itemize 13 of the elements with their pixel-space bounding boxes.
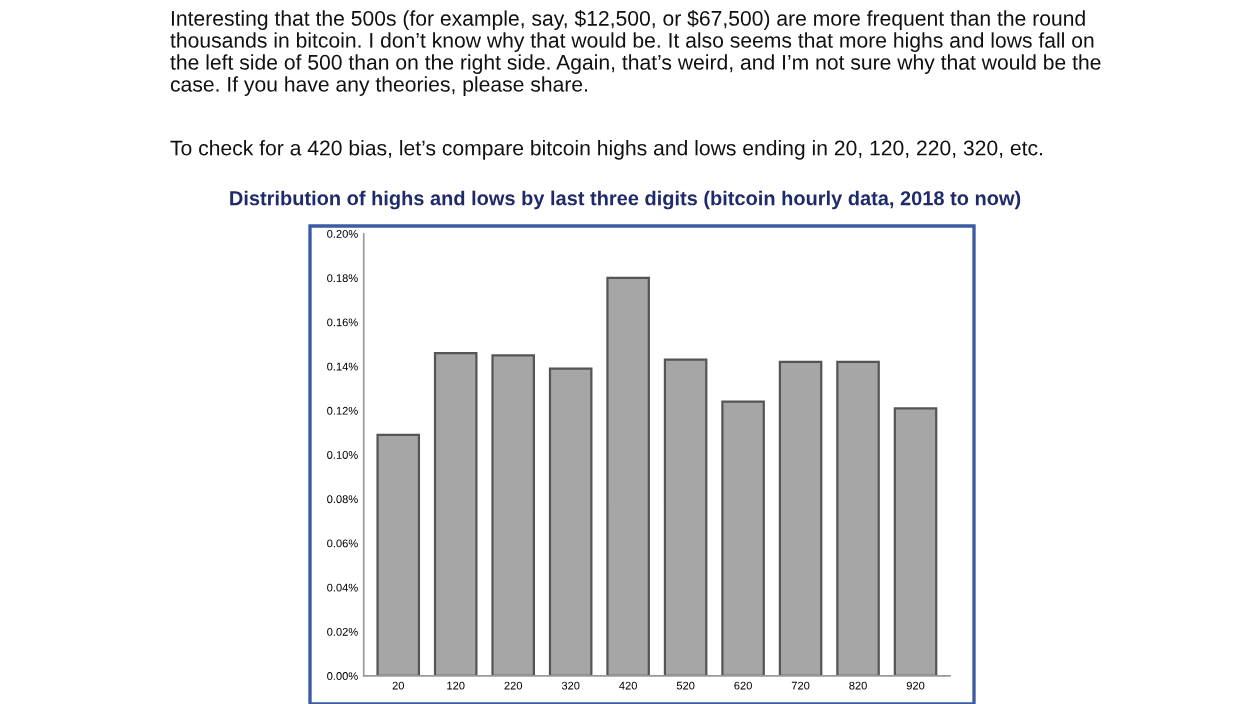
bar bbox=[778, 360, 823, 676]
bar bbox=[836, 360, 880, 676]
bar bbox=[491, 354, 535, 676]
chart-title: Distribution of highs and lows by last three digits (bitcoin hourly data, 2018 to now) bbox=[230, 190, 1021, 210]
bar bbox=[663, 358, 708, 676]
bar bbox=[893, 407, 938, 676]
bar bbox=[548, 367, 593, 676]
bar bbox=[606, 276, 650, 676]
bar bbox=[433, 351, 478, 676]
text: Interesting that the 500s (for example, say, $12,500, or $67,500) are more frequent than the round thousands in bitcoin. I don’t know why that would be. It also seems that more highs and lows fall on the left side of 500 than on the right side. Again, that’s weird, and I’m not sure why that would be the case. If you have any theories, please share. bbox=[170, 10, 1101, 96]
text: To check for a 420 bias, let’s compare bitcoin highs and lows ending in 20, 120, 220, 320, etc. bbox=[170, 140, 1042, 160]
bar bbox=[721, 400, 765, 676]
bar bbox=[376, 433, 421, 676]
